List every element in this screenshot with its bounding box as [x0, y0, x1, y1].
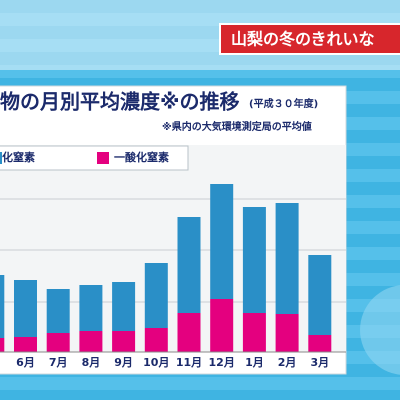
legend-label: 一酸化窒素 [114, 150, 169, 164]
bar-segment [112, 282, 136, 331]
chart-title: 物の月別平均濃度※の推移 [0, 90, 239, 114]
bar-segment [144, 263, 168, 328]
bar-segment [210, 184, 234, 299]
x-tick-label: 10月 [143, 356, 169, 369]
x-tick-label: 6月 [16, 356, 35, 369]
bar-segment [308, 255, 332, 335]
bar-segment [46, 333, 70, 352]
bars [0, 184, 332, 352]
legend-items: 一酸化窒素 化窒素 [0, 150, 169, 164]
bar-segment [46, 289, 70, 333]
chart-note: ※県内の大気環境測定局の平均値 [162, 120, 312, 133]
bar-segment [275, 314, 299, 352]
x-tick-label: 9月 [114, 356, 133, 369]
x-tick-label: 11月 [176, 356, 202, 369]
bar-segment [242, 207, 266, 313]
x-tick-label: 1月 [245, 356, 264, 369]
x-tick-label: 12月 [209, 356, 235, 369]
x-labels: 6月 7月 8月 9月 10月 11月 12月 1月 2月 3月 [16, 356, 329, 369]
bar-segment [210, 299, 234, 352]
legend-swatch [0, 152, 2, 164]
bar-segment [14, 337, 37, 352]
banner [219, 23, 400, 55]
bar-segment [14, 280, 37, 337]
bar-segment [308, 335, 332, 352]
bar-segment [177, 217, 201, 313]
bar-segment [177, 313, 201, 352]
legend-label: 化窒素 [2, 150, 35, 164]
x-tick-label: 2月 [278, 356, 297, 369]
bar-segment [0, 338, 5, 352]
decor-circle [360, 285, 400, 375]
x-tick-label: 7月 [49, 356, 68, 369]
bar-segment [0, 275, 5, 338]
bar-segment [79, 285, 103, 331]
bar-segment [112, 331, 136, 352]
x-tick-label: 8月 [82, 356, 101, 369]
bar-segment [242, 313, 266, 352]
chart-subtitle: (平成３０年度) [249, 97, 318, 110]
legend-swatch [97, 152, 109, 164]
legend [0, 145, 189, 171]
bar-segment [79, 331, 103, 352]
bar-segment [275, 203, 299, 314]
banner-text: 山梨の冬のきれいな [231, 30, 375, 49]
bar-segment [144, 328, 168, 352]
x-tick-label: 3月 [310, 356, 329, 369]
